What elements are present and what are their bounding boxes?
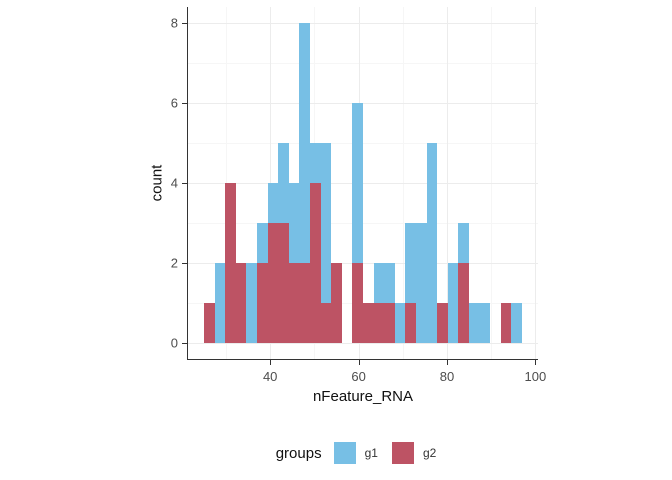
histogram-bar-g1 bbox=[246, 263, 257, 343]
histogram-bar-g1 bbox=[394, 303, 406, 343]
histogram-bar-g2 bbox=[352, 263, 363, 343]
legend-swatch-g1 bbox=[333, 442, 356, 464]
gridline-y-major bbox=[188, 343, 538, 344]
histogram-bar-g1 bbox=[416, 223, 427, 343]
histogram-bar-g2 bbox=[299, 263, 310, 343]
x-axis-line bbox=[187, 359, 538, 360]
y-tick-label: 2 bbox=[170, 255, 178, 271]
gridline-y-major bbox=[188, 103, 538, 104]
histogram-bar-g2 bbox=[267, 223, 279, 343]
x-tick-mark bbox=[535, 360, 537, 365]
histogram-bar-g1 bbox=[299, 23, 310, 343]
legend-swatch-g2 bbox=[391, 442, 414, 464]
plot-panel bbox=[188, 7, 538, 359]
x-axis-title: nFeature_RNA bbox=[312, 388, 414, 405]
gridline-x-major bbox=[446, 7, 448, 359]
y-tick-mark bbox=[182, 263, 187, 264]
histogram-bar-g1 bbox=[469, 303, 480, 343]
histogram-bar-g2 bbox=[331, 263, 342, 343]
y-tick-label: 0 bbox=[170, 335, 178, 351]
histogram-bar-g1 bbox=[447, 263, 459, 343]
y-tick-mark bbox=[182, 23, 187, 24]
y-axis-line bbox=[187, 7, 188, 359]
y-tick-label: 4 bbox=[170, 175, 178, 191]
histogram-bar-g2 bbox=[437, 303, 448, 343]
y-tick-label: 6 bbox=[170, 95, 178, 111]
x-tick-label: 100 bbox=[524, 369, 547, 384]
y-tick-label: 8 bbox=[170, 15, 178, 31]
histogram-bar-g1 bbox=[511, 303, 523, 343]
y-tick-mark bbox=[182, 103, 187, 104]
gridline-y-minor bbox=[188, 63, 538, 64]
x-tick-label: 60 bbox=[351, 369, 366, 384]
legend-item-g1: g1 bbox=[333, 442, 378, 464]
histogram-bar-g2 bbox=[363, 303, 374, 343]
histogram-bar-g2 bbox=[278, 223, 289, 343]
histogram-bar-g2 bbox=[309, 183, 321, 343]
histogram-bar-g2 bbox=[225, 183, 236, 343]
legend: groups g1 g2 bbox=[188, 440, 538, 466]
legend-label-g2: g2 bbox=[422, 446, 437, 460]
histogram-bar-g1 bbox=[426, 143, 438, 343]
x-tick-label: 80 bbox=[439, 369, 455, 384]
histogram-bar-g2 bbox=[458, 263, 470, 343]
histogram-bar-g1 bbox=[479, 303, 491, 343]
gridline-y-minor bbox=[188, 143, 538, 144]
gridline-y-major bbox=[188, 23, 538, 24]
histogram-bar-g2 bbox=[256, 263, 268, 343]
histogram-bar-g2 bbox=[320, 303, 332, 343]
histogram-bar-g1 bbox=[405, 223, 417, 343]
x-tick-label: 40 bbox=[262, 369, 278, 384]
y-tick-mark bbox=[182, 343, 187, 344]
histogram-bar-g2 bbox=[235, 263, 247, 343]
histogram-bar-g2 bbox=[405, 303, 417, 343]
histogram-bar-g2 bbox=[373, 303, 385, 343]
histogram-bar-g1 bbox=[352, 103, 363, 343]
legend-title: groups bbox=[275, 444, 322, 462]
x-tick-mark bbox=[446, 360, 448, 365]
histogram-bar-g2 bbox=[203, 303, 215, 343]
histogram-bar-g1 bbox=[320, 143, 332, 343]
gridline-y-major bbox=[188, 263, 538, 264]
y-tick-mark bbox=[182, 183, 187, 184]
legend-item-g2: g2 bbox=[391, 442, 437, 464]
histogram-bar-g2 bbox=[384, 303, 395, 343]
histogram-bar-g2 bbox=[500, 303, 512, 343]
histogram-bar-g2 bbox=[288, 263, 300, 343]
legend-label-g1: g1 bbox=[364, 446, 378, 460]
histogram-bar-g1 bbox=[214, 263, 226, 343]
gridline-x-major bbox=[535, 7, 537, 359]
gridline-y-major bbox=[188, 183, 538, 184]
gridline-y-minor bbox=[188, 223, 538, 224]
x-tick-mark bbox=[358, 360, 360, 365]
x-tick-mark bbox=[270, 360, 272, 365]
